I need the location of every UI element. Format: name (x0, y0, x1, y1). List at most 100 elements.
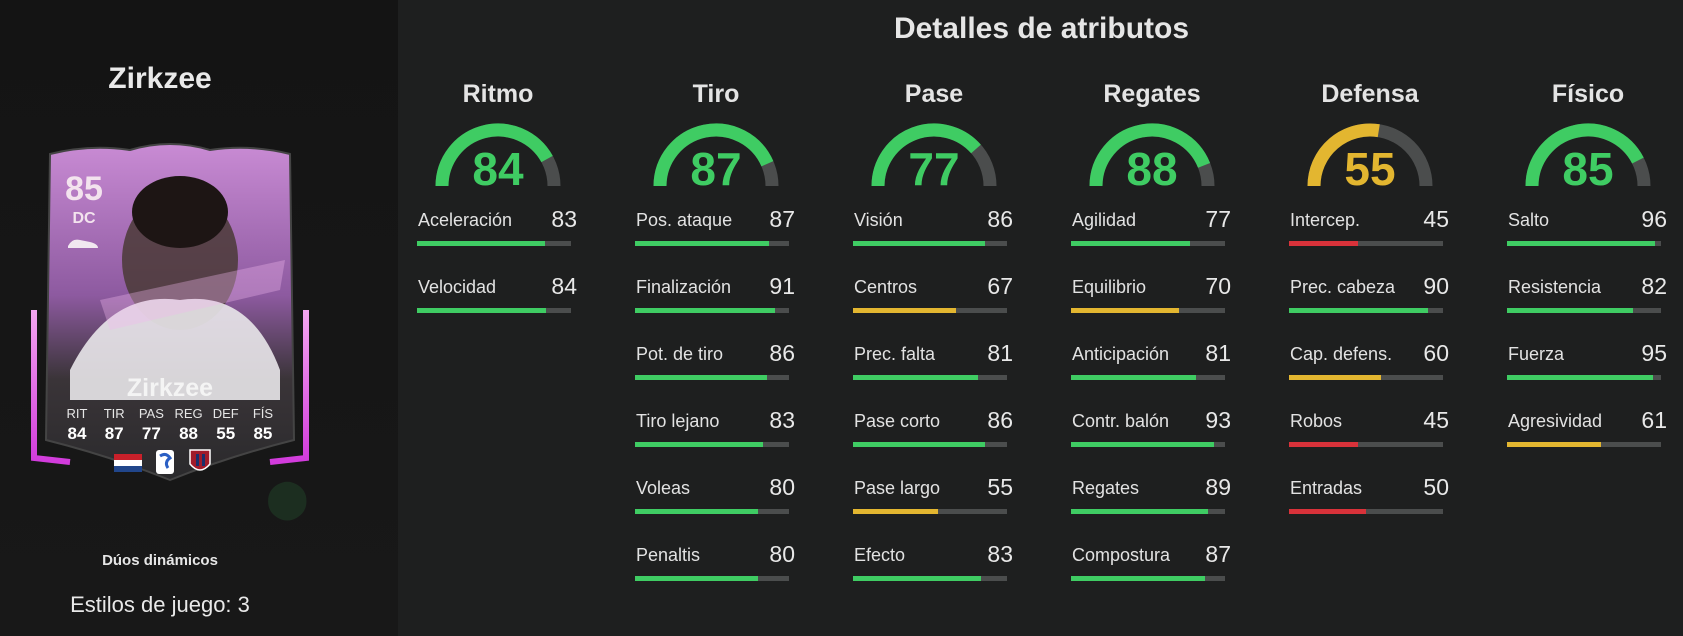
attribute-bar (1507, 442, 1661, 447)
attribute-value: 45 (1423, 206, 1449, 232)
fc-logo-watermark-icon: ⬤ (266, 478, 309, 520)
attribute-bar (1289, 375, 1443, 380)
gauge-fill (871, 123, 981, 187)
attribute-row: Aceleración 83 (417, 206, 579, 273)
attribute-value: 83 (987, 541, 1013, 567)
attribute-bar-fill (635, 375, 768, 380)
attribute-bar (1289, 442, 1443, 447)
attribute-row: Pot. de tiro 86 (635, 340, 797, 407)
attribute-bar (1071, 308, 1225, 313)
card-stat-reg: REG 88 (172, 406, 206, 444)
card-player-name: Zirkzee (126, 374, 214, 402)
attribute-row: Pase corto 86 (853, 407, 1015, 474)
gauge-arc (653, 123, 779, 187)
card-badges (114, 449, 211, 474)
card-stats: RIT 84 TIR 87 PAS 77 REG 88 DEF 55 FÍS 8… (60, 406, 280, 444)
attribute-label: Agilidad (1072, 210, 1137, 230)
attribute-bar-fill (853, 509, 938, 514)
category-0: Ritmo 84 Aceleración 83 Velocidad 84 (417, 80, 579, 340)
attribute-value: 87 (769, 206, 795, 232)
attribute-bar-fill (1289, 442, 1359, 447)
attribute-bar-fill (635, 241, 769, 246)
player-panel: Zirkzee 85 DC (0, 0, 398, 636)
attribute-row: Entradas 50 (1289, 474, 1451, 541)
attribute-bar (1289, 308, 1443, 313)
card-edition-label: Dúos dinámicos (102, 552, 218, 569)
attribute-value: 89 (1205, 474, 1231, 500)
attribute-label: Penaltis (636, 545, 701, 565)
card-stat-value: 77 (141, 424, 161, 443)
category-gauge: 55 (1304, 120, 1436, 195)
gauge-arc (1525, 123, 1651, 187)
attribute-value: 67 (987, 273, 1013, 299)
attribute-value: 96 (1641, 206, 1667, 232)
attribute-list: Salto 96 Resistencia 82 Fuerza 95 Agresividad 6… (1507, 206, 1669, 474)
card-stat-fis: FÍS 85 (246, 406, 280, 444)
card-rating: 85 (65, 170, 103, 208)
attribute-label: Intercep. (1290, 210, 1361, 230)
category-title: Defensa (1321, 80, 1419, 108)
category-4: Defensa 55 Intercep. 45 Prec. cabeza 90 Cap. d… (1289, 80, 1451, 541)
section-title: Detalles de atributos (893, 12, 1190, 45)
attribute-row: Pase largo 55 (853, 474, 1015, 541)
category-title: Físico (1551, 80, 1625, 108)
attribute-bar (635, 241, 789, 246)
attribute-value: 81 (987, 340, 1013, 366)
attribute-value: 95 (1641, 340, 1667, 366)
attribute-bar (853, 308, 1007, 313)
attribute-row: Voleas 80 (635, 474, 797, 541)
playstyles-count[interactable]: Estilos de juego: 3 (70, 592, 250, 617)
category-5: Físico 85 Salto 96 Resistencia 82 Fuerza 95 Agre… (1507, 80, 1669, 474)
attribute-row: Pos. ataque 87 (635, 206, 797, 273)
card-stat-label: RIT (66, 406, 88, 421)
card-stat-rit: RIT 84 (60, 406, 94, 444)
attribute-bar-fill (1071, 509, 1209, 514)
gauge-arc (871, 123, 997, 187)
category-title: Tiro (692, 80, 740, 108)
attribute-bar (1289, 241, 1443, 246)
attribute-list: Visión 86 Centros 67 Prec. falta 81 Pase corto… (853, 206, 1015, 608)
attribute-bar (635, 375, 789, 380)
attribute-bar-fill (1071, 308, 1179, 313)
player-name-title: Zirkzee (108, 62, 212, 95)
card-stat-value: 55 (216, 424, 236, 443)
attribute-bar (1071, 509, 1225, 514)
category-rating: 85 (1562, 143, 1614, 195)
attribute-bar-fill (1289, 308, 1428, 313)
card-stat-pas: PAS 77 (134, 406, 168, 444)
attribute-row: Centros 67 (853, 273, 1015, 340)
category-gauge: 85 (1522, 120, 1654, 195)
gauge-fill (653, 123, 774, 187)
attribute-label: Finalización (636, 277, 732, 297)
attribute-bar-fill (1071, 375, 1196, 380)
gauge-fill (1089, 123, 1211, 187)
attribute-value: 86 (987, 206, 1013, 232)
attribute-row: Agresividad 61 (1507, 407, 1669, 474)
category-gauge: 84 (432, 120, 564, 195)
card-stat-label: FÍS (252, 406, 274, 421)
attribute-row: Regates 89 (1071, 474, 1233, 541)
gauge-arc (435, 123, 561, 187)
attribute-label: Contr. balón (1072, 411, 1170, 431)
attribute-label: Tiro lejano (636, 411, 720, 431)
attribute-row: Intercep. 45 (1289, 206, 1451, 273)
card-stat-value: 87 (104, 424, 124, 443)
attribute-row: Anticipación 81 (1071, 340, 1233, 407)
card-stat-label: TIR (103, 406, 125, 421)
attribute-bar-fill (853, 241, 986, 246)
attribute-value: 91 (769, 273, 795, 299)
attribute-value: 90 (1423, 273, 1449, 299)
attribute-bar-fill (635, 308, 776, 313)
attribute-label: Prec. falta (854, 344, 936, 364)
attribute-list: Agilidad 77 Equilibrio 70 Anticipación 81 Cont… (1071, 206, 1233, 608)
attribute-bar (635, 308, 789, 313)
category-gauge: 88 (1086, 120, 1218, 195)
attribute-value: 61 (1641, 407, 1667, 433)
attribute-bar (1071, 241, 1225, 246)
attribute-list: Pos. ataque 87 Finalización 91 Pot. de tiro 8… (635, 206, 797, 608)
bologna-crest-icon (189, 449, 211, 471)
attribute-row: Penaltis 80 (635, 541, 797, 608)
attribute-bar-fill (853, 442, 986, 447)
attribute-label: Equilibrio (1072, 277, 1147, 297)
player-card[interactable]: 85 DC Zirkzee RIT 84 TIR 87 PAS 77 REG 8… (30, 140, 310, 500)
